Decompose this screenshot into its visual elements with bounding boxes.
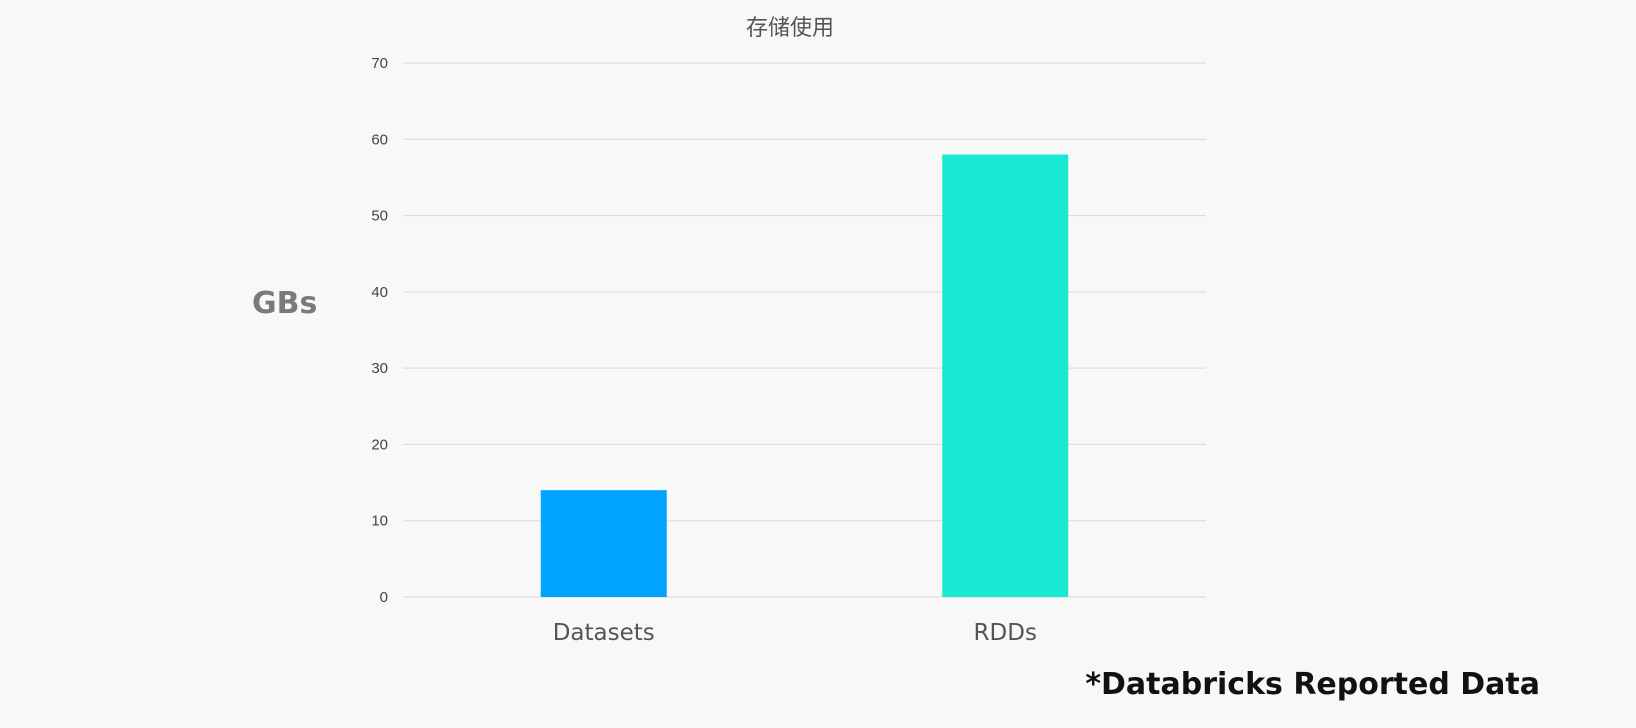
chart-title: 存储使用: [745, 16, 834, 41]
y-axis-label: GBs: [252, 286, 318, 321]
y-tick-label: 50: [371, 208, 388, 225]
x-tick-label: Datasets: [553, 620, 655, 646]
y-tick-label: 10: [371, 513, 388, 530]
y-tick-labels: 0 10 20 30 40 50 60 70: [371, 55, 388, 606]
bar-rdds: [942, 154, 1069, 598]
y-tick-label: 30: [371, 360, 388, 377]
y-tick-label: 20: [371, 436, 388, 453]
y-tick-label: 70: [371, 55, 388, 72]
bar-datasets: [540, 490, 667, 597]
y-tick-label: 40: [371, 284, 388, 301]
grid-lines: [403, 62, 1206, 598]
y-tick-label: 0: [380, 589, 388, 606]
footnote: *Databricks Reported Data: [1085, 667, 1540, 702]
x-tick-label: RDDs: [974, 620, 1037, 646]
y-tick-label: 60: [371, 131, 388, 148]
bars: [540, 154, 1069, 598]
x-tick-labels: Datasets RDDs: [553, 620, 1037, 646]
